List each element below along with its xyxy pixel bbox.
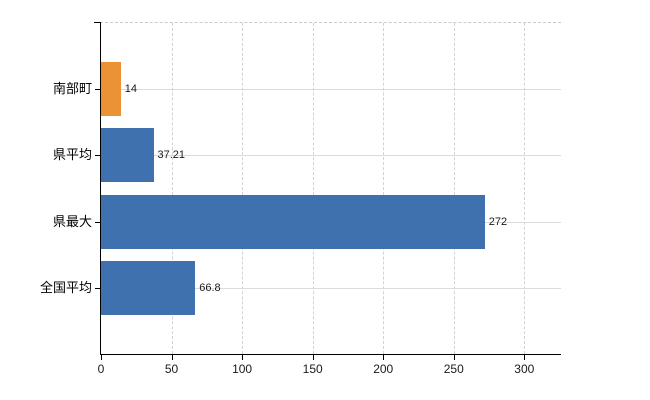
horizontal-gridline [101, 89, 561, 91]
category-label: 全国平均 [39, 279, 92, 295]
vertical-gridline [312, 23, 314, 354]
x-axis-tick-label: 300 [514, 362, 535, 376]
x-axis-tick-label: 50 [164, 362, 179, 376]
x-axis-tick-label: 0 [97, 362, 105, 376]
horizontal-gridline [101, 287, 561, 289]
bar [101, 62, 121, 117]
value-label: 14 [124, 83, 137, 96]
x-axis-tick-label: 250 [443, 362, 464, 376]
x-axis-tick-label: 150 [302, 362, 323, 376]
y-axis-tick [95, 221, 101, 223]
bar [101, 128, 154, 183]
y-axis-tick [95, 287, 101, 289]
bar [101, 260, 196, 315]
vertical-gridline [383, 23, 385, 354]
y-axis-tick [95, 89, 101, 91]
x-axis-tick [383, 355, 385, 360]
x-axis-tick [524, 355, 526, 360]
x-axis-tick [171, 355, 173, 360]
x-axis-tick [312, 355, 314, 360]
plot-area: 南部町 14 県平均 37.21 県最大 272 全国平均 66.8 [40, 22, 561, 376]
category-label: 県最大 [52, 213, 92, 229]
bar [101, 194, 485, 249]
x-axis-tick [101, 355, 102, 360]
y-axis-end-tick [94, 22, 101, 23]
x-axis-tick [242, 355, 244, 360]
y-axis-tick [95, 155, 101, 157]
x-axis-tick [453, 355, 455, 360]
x-axis-tick-label: 200 [373, 362, 394, 376]
vertical-gridline [453, 23, 455, 354]
vertical-gridline [242, 23, 244, 354]
vertical-gridline [524, 23, 526, 354]
value-label: 37.21 [157, 149, 186, 162]
value-label: 272 [488, 215, 508, 228]
category-label: 南部町 [52, 81, 92, 97]
horizontal-gridline [101, 155, 561, 157]
value-label: 66.8 [199, 281, 221, 294]
category-label: 県平均 [52, 147, 92, 163]
x-axis-tick-label: 100 [232, 362, 253, 376]
vertical-gridline [171, 23, 173, 354]
